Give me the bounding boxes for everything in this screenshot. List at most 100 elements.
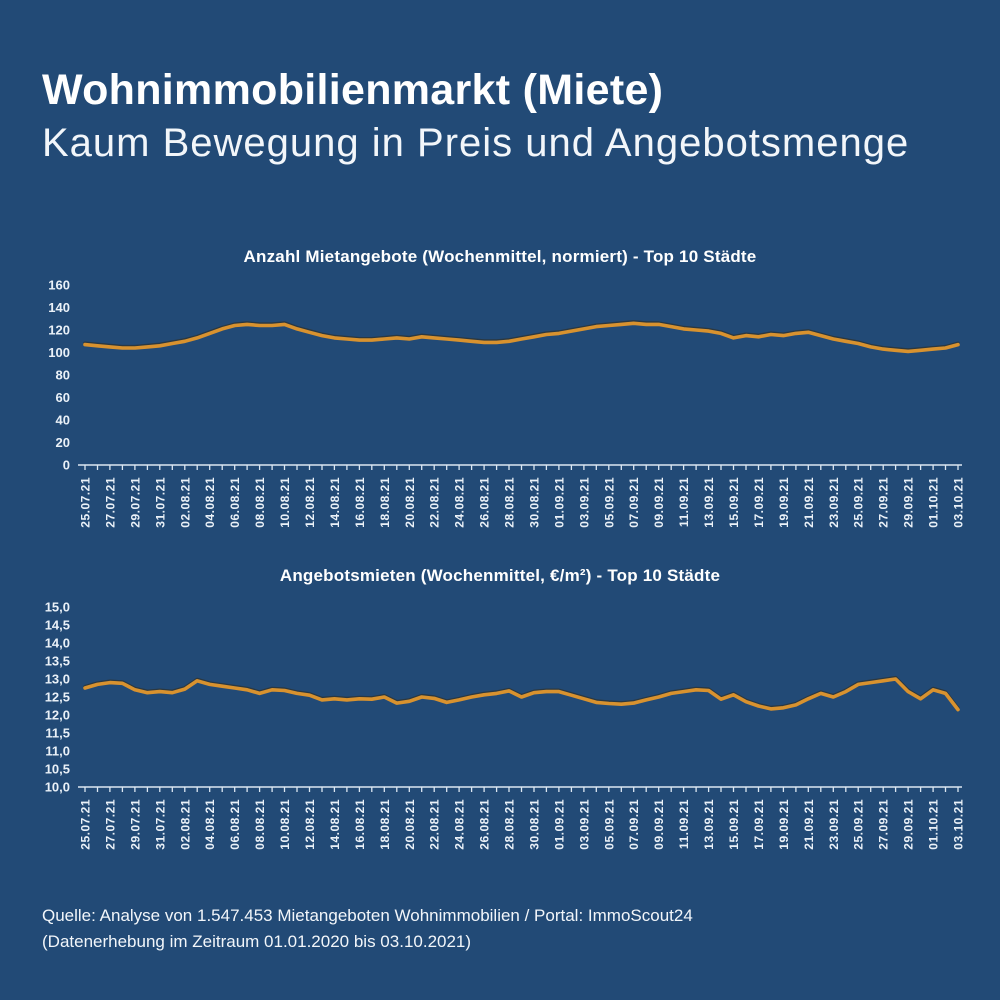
x-tick-label: 23.09.21 <box>827 799 841 850</box>
y-tick-label: 140 <box>48 300 70 315</box>
x-tick-label: 04.08.21 <box>203 477 217 528</box>
x-tick-label: 25.09.21 <box>852 799 866 850</box>
y-tick-label: 13,5 <box>45 654 70 669</box>
x-tick-label: 30.08.21 <box>528 477 542 528</box>
x-tick-label: 07.09.21 <box>627 477 641 528</box>
y-tick-label: 11,0 <box>45 744 70 759</box>
y-tick-label: 11,5 <box>45 726 70 741</box>
x-tick-label: 22.08.21 <box>428 477 442 528</box>
x-tick-label: 29.07.21 <box>128 799 142 850</box>
x-tick-label: 12.08.21 <box>303 799 317 850</box>
chart2-title: Angebotsmieten (Wochenmittel, €/m²) - To… <box>279 566 721 585</box>
x-tick-label: 16.08.21 <box>353 799 367 850</box>
chart-2-plot: 10,0 10,5 11,0 11,5 12,0 12,5 13,0 13,5 14,0 14,5… <box>45 600 966 850</box>
x-tick-label: 24.08.21 <box>453 799 467 850</box>
y-tick-label: 160 <box>48 278 70 293</box>
x-tick-label: 12.08.21 <box>303 477 317 528</box>
y-tick-label: 13,0 <box>45 672 70 687</box>
x-tick-label: 29.09.21 <box>902 477 916 528</box>
x-tick-label: 04.08.21 <box>203 799 217 850</box>
x-tick-label: 15.09.21 <box>727 799 741 850</box>
x-tick-label: 28.08.21 <box>503 477 517 528</box>
x-tick-label: 25.07.21 <box>79 799 93 850</box>
chart-1-plot: 0 20 40 60 80 100 120 140 160 25.07.21 27.07.21 29.… <box>48 278 965 528</box>
chart-2-line <box>83 677 960 712</box>
x-tick-label: 15.09.21 <box>727 477 741 528</box>
source-note-line2: (Datenerhebung im Zeitraum 01.01.2020 bi… <box>42 932 472 951</box>
x-tick-label: 20.08.21 <box>403 477 417 528</box>
x-tick-label: 01.10.21 <box>927 799 941 850</box>
x-tick-label: 27.09.21 <box>877 477 891 528</box>
y-tick-label: 100 <box>48 345 70 360</box>
chart-1-line <box>83 321 960 354</box>
x-tick-label: 06.08.21 <box>228 799 242 850</box>
x-tick-label: 02.08.21 <box>178 477 192 528</box>
x-tick-label: 02.08.21 <box>178 799 192 850</box>
x-tick-label: 20.08.21 <box>403 799 417 850</box>
x-tick-label: 10.08.21 <box>278 477 292 528</box>
x-tick-label: 14.08.21 <box>328 799 342 850</box>
x-tick-label: 01.09.21 <box>552 477 566 528</box>
x-tick-label: 18.08.21 <box>378 477 392 528</box>
x-tick-label: 17.09.21 <box>752 799 766 850</box>
x-tick-label: 29.09.21 <box>902 799 916 850</box>
x-tick-label: 26.08.21 <box>478 477 492 528</box>
y-tick-label: 120 <box>48 323 70 338</box>
y-tick-label: 14,0 <box>45 636 70 651</box>
x-tick-label: 03.10.21 <box>952 799 966 850</box>
x-tick-label: 19.09.21 <box>777 799 791 850</box>
x-tick-label: 09.09.21 <box>652 477 666 528</box>
x-tick-label: 11.09.21 <box>677 799 691 849</box>
y-tick-label: 20 <box>56 435 70 450</box>
x-tick-label: 09.09.21 <box>652 799 666 850</box>
x-tick-label: 08.08.21 <box>253 477 267 528</box>
source-note: Quelle: Analyse von 1.547.453 Mietangebo… <box>42 903 693 955</box>
x-tick-label: 26.08.21 <box>478 799 492 850</box>
x-tick-label: 22.08.21 <box>428 799 442 850</box>
x-tick-label: 03.09.21 <box>577 477 591 528</box>
x-tick-label: 30.08.21 <box>528 799 542 850</box>
x-tick-label: 14.08.21 <box>328 477 342 528</box>
x-tick-label: 24.08.21 <box>453 477 467 528</box>
y-tick-label: 60 <box>56 390 70 405</box>
x-tick-label: 31.07.21 <box>153 799 167 850</box>
y-tick-label: 15,0 <box>45 600 70 615</box>
y-tick-label: 40 <box>56 413 70 428</box>
x-tick-label: 05.09.21 <box>602 477 616 528</box>
y-tick-label: 10,5 <box>45 762 70 777</box>
x-tick-label: 25.09.21 <box>852 477 866 528</box>
x-tick-label: 27.07.21 <box>103 477 117 528</box>
x-tick-label: 18.08.21 <box>378 799 392 850</box>
x-tick-label: 05.09.21 <box>602 799 616 850</box>
x-tick-label: 08.08.21 <box>253 799 267 850</box>
x-tick-label: 16.08.21 <box>353 477 367 528</box>
x-tick-label: 21.09.21 <box>802 799 816 850</box>
chart1-title: Anzahl Mietangebote (Wochenmittel, normi… <box>243 247 757 266</box>
page-title: Wohnimmobilienmarkt (Miete) <box>42 66 664 114</box>
x-tick-label: 19.09.21 <box>777 477 791 528</box>
x-tick-label: 23.09.21 <box>827 477 841 528</box>
x-tick-label: 29.07.21 <box>128 477 142 528</box>
x-tick-label: 25.07.21 <box>79 477 93 528</box>
x-tick-label: 17.09.21 <box>752 477 766 528</box>
x-tick-label: 06.08.21 <box>228 477 242 528</box>
x-tick-label: 11.09.21 <box>677 477 691 527</box>
x-tick-label: 01.10.21 <box>927 477 941 528</box>
x-tick-label: 03.10.21 <box>952 477 966 528</box>
x-tick-label: 13.09.21 <box>702 477 716 528</box>
x-tick-label: 10.08.21 <box>278 799 292 850</box>
y-tick-label: 14,5 <box>45 618 70 633</box>
x-tick-label: 27.07.21 <box>103 799 117 850</box>
x-tick-label: 03.09.21 <box>577 799 591 850</box>
source-note-line1: Quelle: Analyse von 1.547.453 Mietangebo… <box>42 906 693 925</box>
chart-2-line-shadow <box>83 675 960 711</box>
x-tick-label: 28.08.21 <box>503 799 517 850</box>
y-tick-label: 12,5 <box>45 690 70 705</box>
page-subtitle: Kaum Bewegung in Preis und Angebotsmenge <box>42 121 910 165</box>
x-tick-label: 01.09.21 <box>552 799 566 850</box>
x-tick-label: 13.09.21 <box>702 799 716 850</box>
y-tick-label: 0 <box>63 458 70 473</box>
x-tick-label: 27.09.21 <box>877 799 891 850</box>
y-tick-label: 10,0 <box>45 780 70 795</box>
